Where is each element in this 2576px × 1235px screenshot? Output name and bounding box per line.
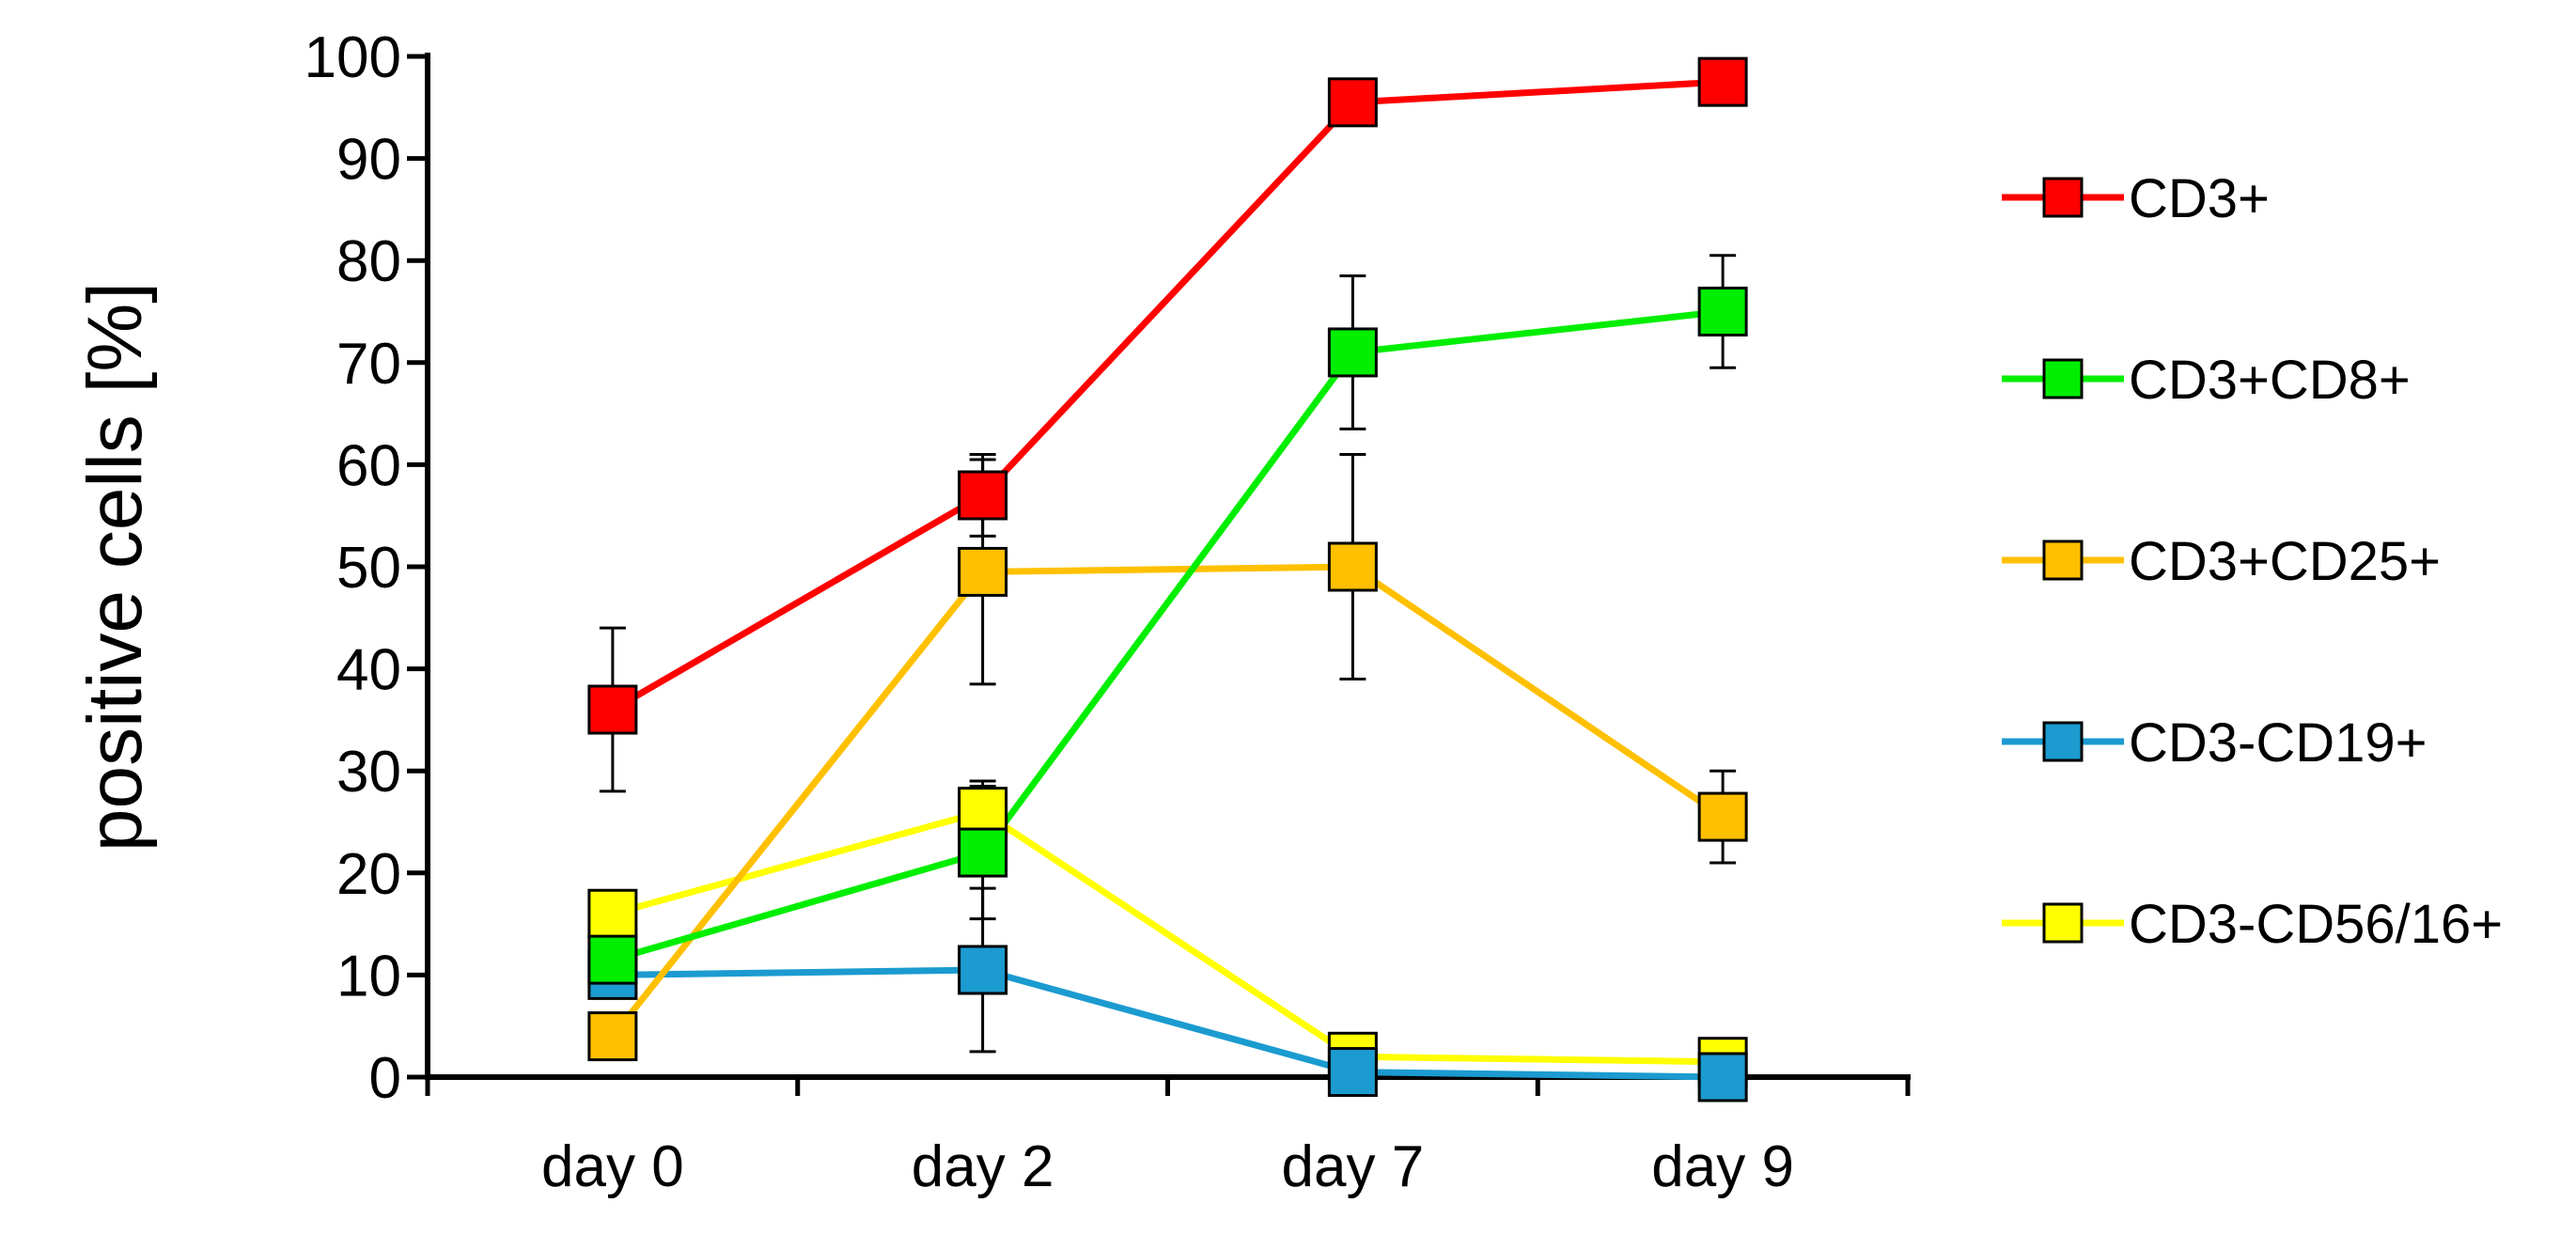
data-point-marker bbox=[1697, 56, 1748, 107]
legend-marker bbox=[2042, 721, 2084, 762]
legend-marker bbox=[2042, 902, 2084, 944]
x-tick-label: day 0 bbox=[541, 1134, 684, 1199]
data-point-marker bbox=[1327, 1047, 1378, 1098]
y-tick-label: 20 bbox=[336, 842, 401, 907]
data-point-marker bbox=[1327, 77, 1378, 128]
y-tick-label: 50 bbox=[336, 536, 401, 601]
y-tick-label: 100 bbox=[304, 25, 401, 90]
data-point-marker bbox=[587, 888, 638, 939]
legend-label: CD3-CD19+ bbox=[2129, 712, 2428, 774]
data-point-marker bbox=[587, 934, 638, 985]
data-point-marker bbox=[1327, 541, 1378, 592]
y-tick-label: 0 bbox=[369, 1046, 401, 1111]
legend-marker bbox=[2042, 177, 2084, 218]
data-point-marker bbox=[1327, 327, 1378, 378]
legend-label: CD3+CD25+ bbox=[2129, 531, 2441, 592]
y-tick-label: 30 bbox=[336, 740, 401, 805]
data-point-marker bbox=[958, 470, 1008, 521]
data-point-marker bbox=[1697, 791, 1748, 842]
y-tick-label: 10 bbox=[336, 944, 401, 1008]
data-point-marker bbox=[958, 787, 1008, 837]
x-tick-label: day 2 bbox=[912, 1134, 1054, 1199]
series-line bbox=[610, 563, 1725, 1039]
y-axis-title: positive cells [%] bbox=[72, 282, 158, 852]
x-tick-label: day 9 bbox=[1651, 1134, 1794, 1199]
data-point-marker bbox=[958, 546, 1008, 597]
series-line bbox=[611, 308, 1724, 963]
y-tick-label: 80 bbox=[336, 229, 401, 294]
y-tick-label: 70 bbox=[336, 332, 401, 397]
series-line bbox=[611, 807, 1724, 1066]
y-tick-label: 90 bbox=[336, 128, 401, 193]
legend-marker bbox=[2042, 358, 2084, 399]
series-line bbox=[612, 966, 1724, 1081]
data-point-marker bbox=[958, 827, 1008, 878]
data-point-marker bbox=[587, 1011, 638, 1062]
y-tick-label: 40 bbox=[336, 638, 401, 703]
x-tick-label: day 7 bbox=[1282, 1134, 1425, 1199]
legend-label: CD3+ bbox=[2129, 168, 2270, 229]
y-tick-label: 60 bbox=[336, 433, 401, 498]
legend-label: CD3+CD8+ bbox=[2129, 350, 2411, 411]
data-point-marker bbox=[1697, 1052, 1748, 1102]
data-point-marker bbox=[958, 945, 1008, 995]
legend-label: CD3-CD56/16+ bbox=[2129, 894, 2503, 955]
legend-marker bbox=[2042, 539, 2084, 581]
data-point-marker bbox=[587, 684, 638, 735]
series-line bbox=[611, 78, 1724, 713]
data-point-marker bbox=[1697, 287, 1748, 336]
